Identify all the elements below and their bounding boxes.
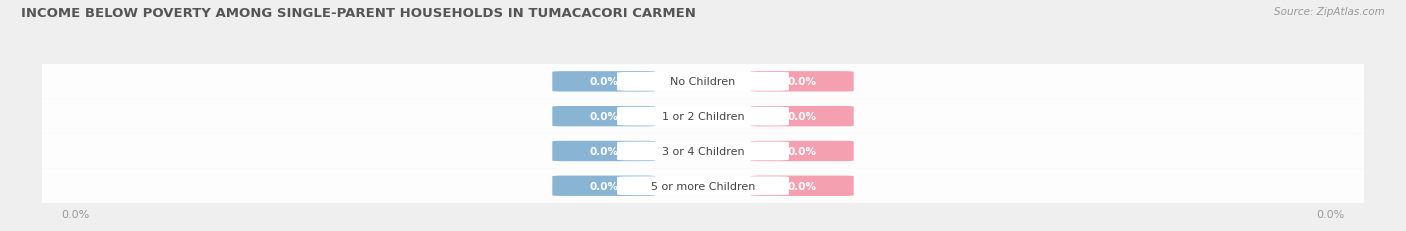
Text: 0.0%: 0.0%: [787, 181, 817, 191]
Text: 0.0%: 0.0%: [787, 112, 817, 122]
Text: No Children: No Children: [671, 77, 735, 87]
FancyBboxPatch shape: [751, 72, 853, 92]
FancyBboxPatch shape: [35, 169, 1371, 203]
Text: 5 or more Children: 5 or more Children: [651, 181, 755, 191]
Text: Source: ZipAtlas.com: Source: ZipAtlas.com: [1274, 7, 1385, 17]
Text: 0.0%: 0.0%: [787, 77, 817, 87]
FancyBboxPatch shape: [617, 177, 789, 195]
Text: 0.0%: 0.0%: [589, 112, 619, 122]
FancyBboxPatch shape: [553, 72, 655, 92]
FancyBboxPatch shape: [617, 107, 789, 126]
Text: 0.0%: 0.0%: [589, 77, 619, 87]
FancyBboxPatch shape: [553, 141, 655, 161]
Text: 0.0%: 0.0%: [589, 181, 619, 191]
Text: 0.0%: 0.0%: [589, 146, 619, 156]
FancyBboxPatch shape: [751, 106, 853, 127]
Text: 3 or 4 Children: 3 or 4 Children: [662, 146, 744, 156]
FancyBboxPatch shape: [35, 99, 1371, 134]
Text: 0.0%: 0.0%: [787, 146, 817, 156]
Text: INCOME BELOW POVERTY AMONG SINGLE-PARENT HOUSEHOLDS IN TUMACACORI CARMEN: INCOME BELOW POVERTY AMONG SINGLE-PARENT…: [21, 7, 696, 20]
FancyBboxPatch shape: [617, 142, 789, 161]
FancyBboxPatch shape: [553, 176, 655, 196]
FancyBboxPatch shape: [751, 176, 853, 196]
FancyBboxPatch shape: [617, 73, 789, 91]
FancyBboxPatch shape: [35, 65, 1371, 99]
FancyBboxPatch shape: [553, 106, 655, 127]
FancyBboxPatch shape: [35, 134, 1371, 169]
Text: 1 or 2 Children: 1 or 2 Children: [662, 112, 744, 122]
FancyBboxPatch shape: [751, 141, 853, 161]
